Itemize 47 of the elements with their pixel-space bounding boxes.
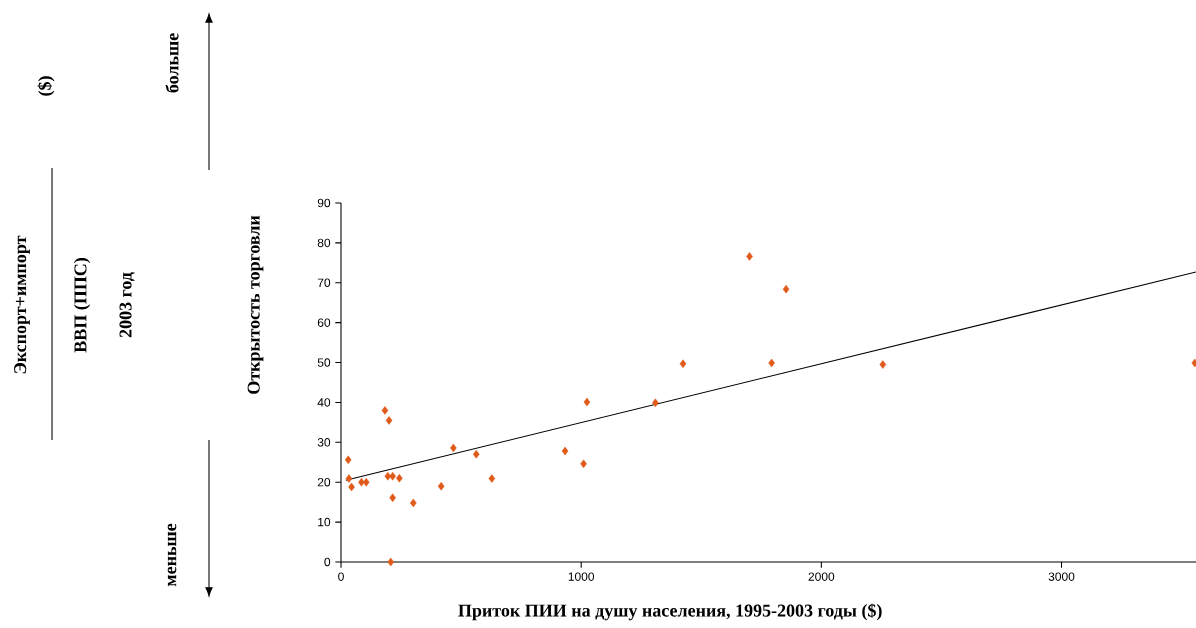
text: ВВП (ППС) bbox=[73, 258, 91, 353]
text: 2003 год bbox=[119, 272, 135, 338]
point bbox=[488, 474, 496, 483]
y-tick-label: 20 bbox=[317, 477, 331, 487]
text: ($) bbox=[37, 76, 55, 96]
point bbox=[450, 443, 457, 453]
x-tick-label: 1000 bbox=[568, 572, 595, 581]
point bbox=[385, 416, 393, 425]
text: Экспорт+импорт bbox=[14, 235, 30, 374]
y-axis-title: Открытость торговли bbox=[247, 215, 264, 394]
point bbox=[396, 473, 403, 483]
x-tick-label: 3000 bbox=[1048, 572, 1075, 581]
point bbox=[381, 406, 389, 415]
point bbox=[389, 471, 396, 481]
y-tick-label: 80 bbox=[317, 238, 331, 248]
point bbox=[344, 455, 352, 465]
point bbox=[348, 482, 355, 492]
point bbox=[345, 474, 353, 483]
y-tick-label: 90 bbox=[317, 198, 331, 208]
point bbox=[410, 498, 417, 508]
text: больше bbox=[165, 33, 179, 93]
text: меньше bbox=[167, 523, 177, 587]
point bbox=[358, 477, 365, 487]
x-tick-label: 2000 bbox=[808, 572, 835, 581]
point bbox=[782, 284, 790, 294]
y-tick-label: 30 bbox=[317, 438, 331, 447]
y-tick-label: 40 bbox=[317, 398, 331, 407]
y-tick-label: 50 bbox=[317, 358, 331, 367]
point bbox=[387, 557, 394, 567]
y-tick-label: 0 bbox=[324, 557, 331, 567]
point bbox=[652, 398, 659, 408]
point bbox=[580, 459, 587, 469]
y-tick-label: 70 bbox=[317, 278, 331, 288]
point bbox=[561, 446, 569, 456]
point bbox=[437, 481, 445, 491]
point bbox=[472, 450, 480, 459]
x-axis-title: Приток ПИИ на душу населения, 1995-2003 годы ($) bbox=[458, 603, 882, 621]
point bbox=[768, 358, 775, 368]
y-tick-label: 60 bbox=[317, 318, 331, 327]
point bbox=[389, 493, 396, 503]
point bbox=[583, 397, 591, 407]
y-tick-label: 10 bbox=[318, 517, 331, 527]
point bbox=[746, 252, 753, 261]
point bbox=[679, 359, 687, 369]
x-tick-label: 0 bbox=[338, 572, 344, 581]
point bbox=[879, 360, 887, 369]
point bbox=[362, 477, 370, 487]
